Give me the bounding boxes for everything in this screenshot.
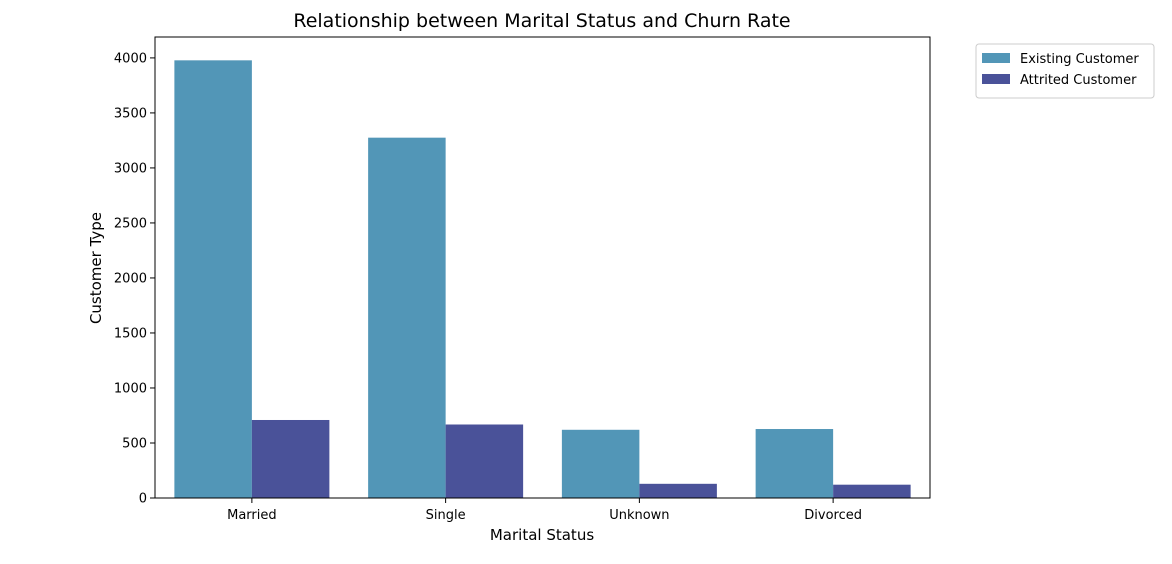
legend-label: Attrited Customer [1020,73,1137,88]
y-tick-label: 1000 [114,381,147,396]
bar-attrited-customer-single [445,424,524,498]
y-tick-label: 4000 [114,51,147,66]
chart-title: Relationship between Marital Status and … [293,10,790,32]
x-axis: Married Single Unknown Divorced [227,498,862,523]
y-tick-label: 0 [139,492,147,507]
y-tick-label: 2000 [114,271,147,286]
bar-existing-customer-married [174,60,252,498]
y-tick-label: 3500 [114,106,147,121]
bar-existing-customer-unknown [561,429,640,498]
x-tick-label: Married [227,508,277,523]
y-tick-label: 500 [122,436,147,451]
legend-swatch [982,74,1010,84]
y-tick-label: 1500 [114,326,147,341]
y-axis: 0 500 1000 1500 2000 2500 3000 3500 4000 [114,51,155,507]
legend: Existing Customer Attrited Customer [975,43,1155,99]
x-tick-label: Unknown [609,508,669,523]
x-tick-label: Single [426,508,466,523]
bars-layer [174,60,911,499]
bar-attrited-customer-divorced [833,484,911,498]
bar-existing-customer-single [368,137,446,499]
bar-existing-customer-divorced [755,429,834,498]
bar-attrited-customer-unknown [639,483,717,498]
x-axis-label: Marital Status [490,526,594,544]
legend-label: Existing Customer [1020,52,1139,67]
y-axis-label: Customer Type [87,212,105,324]
bar-attrited-customer-married [251,419,330,498]
y-tick-label: 3000 [114,161,147,176]
x-tick-label: Divorced [804,508,862,523]
legend-swatch [982,53,1010,63]
plot-area-frame [154,36,931,499]
y-tick-label: 2500 [114,216,147,231]
legend-box [975,43,1155,99]
